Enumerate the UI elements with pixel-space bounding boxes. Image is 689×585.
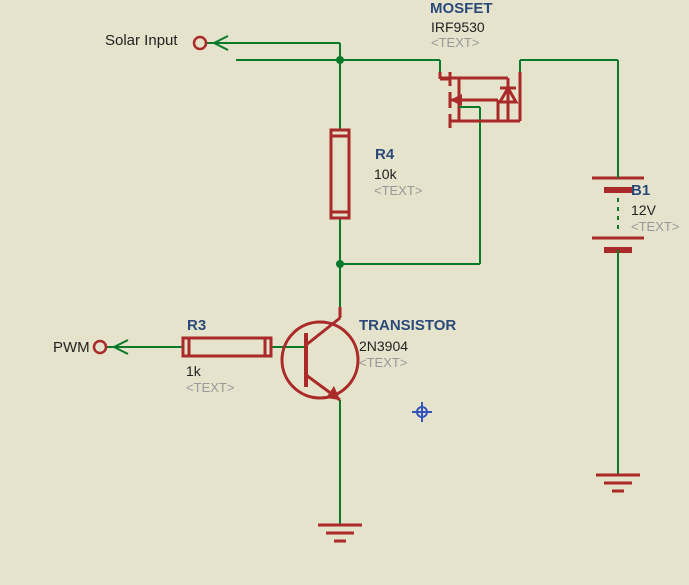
transistor-bjt (282, 307, 358, 400)
transistor-part: 2N3904 (359, 338, 408, 354)
r3-placeholder: <TEXT> (186, 380, 234, 395)
pwm-label: PWM (53, 339, 90, 356)
r3-value: 1k (186, 363, 201, 379)
b1-name: B1 (631, 182, 650, 199)
r3-name: R3 (187, 317, 206, 334)
r4-name: R4 (375, 146, 394, 163)
origin-marker (412, 402, 432, 422)
resistor-r4 (331, 130, 349, 218)
r4-placeholder: <TEXT> (374, 183, 422, 198)
ground-transistor (318, 525, 362, 541)
r4-value: 10k (374, 166, 397, 182)
b1-value: 12V (631, 202, 656, 218)
resistor-r3 (183, 338, 271, 356)
schematic-canvas (0, 0, 689, 585)
mosfet (440, 72, 520, 128)
ground-battery (596, 475, 640, 491)
b1-placeholder: <TEXT> (631, 219, 679, 234)
solar-input-label: Solar Input (105, 32, 178, 49)
transistor-name: TRANSISTOR (359, 317, 456, 334)
transistor-placeholder: <TEXT> (359, 355, 407, 370)
mosfet-name: MOSFET (430, 0, 493, 17)
mosfet-part: IRF9530 (431, 19, 485, 35)
mosfet-placeholder: <TEXT> (431, 35, 479, 50)
